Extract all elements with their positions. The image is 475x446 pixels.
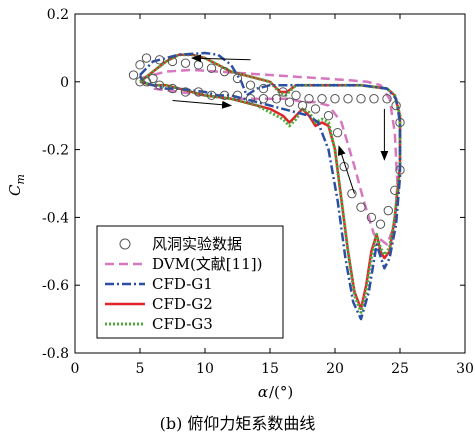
y-tick-label: -0.6 <box>42 278 69 294</box>
data-point-experiment <box>258 94 269 104</box>
data-point-experiment <box>330 94 340 104</box>
data-point-experiment <box>258 83 269 94</box>
data-point-experiment <box>154 55 165 65</box>
data-point-experiment <box>317 94 327 104</box>
series-line-dvm-11 <box>139 68 399 246</box>
data-point-experiment <box>395 117 405 128</box>
y-tick-label: 0 <box>60 75 69 91</box>
x-tick-label: 25 <box>391 361 409 377</box>
data-point-experiment <box>135 60 145 70</box>
legend-entry-experiment: 风洞实验数据 <box>119 235 242 253</box>
data-point-experiment <box>180 58 191 68</box>
x-tick-label: 5 <box>136 361 145 377</box>
x-tick-label: 15 <box>261 361 279 377</box>
data-point-experiment <box>193 87 204 97</box>
legend-label-cfd-g1: CFD-G1 <box>152 275 213 293</box>
data-point-experiment <box>180 87 191 97</box>
y-tick-label: -0.2 <box>42 143 69 159</box>
data-point-experiment <box>391 100 401 111</box>
data-point-experiment <box>245 80 256 90</box>
x-axis-unit: /(°) <box>269 383 293 401</box>
data-point-experiment <box>383 205 393 216</box>
data-point-experiment <box>141 53 152 63</box>
legend-marker-experiment <box>119 238 131 250</box>
series-line-cfd-g3 <box>139 53 402 314</box>
data-point-experiment <box>193 60 204 70</box>
data-point-experiment <box>323 111 334 121</box>
legend-box <box>96 225 284 339</box>
data-point-experiment <box>206 90 217 101</box>
data-point-experiment <box>284 97 295 107</box>
y-axis-subscript: m <box>14 174 27 184</box>
data-point-experiment <box>135 77 145 87</box>
x-axis-label: α <box>258 383 268 401</box>
data-point-experiment <box>154 80 165 90</box>
legend: 风洞实验数据 DVM(文献[11]) CFD-G1 CFD-G2 CFD-G3 <box>96 225 284 339</box>
data-point-experiment <box>219 90 230 101</box>
axis-ticks: 0 5 10 15 20 25 30 0.2 0 -0.2 -0.4 -0.6 -0.8 <box>42 7 474 377</box>
legend-label-cfd-g2: CFD-G2 <box>152 295 213 313</box>
plot-area <box>128 51 405 321</box>
data-point-experiment <box>297 100 308 111</box>
data-point-experiment <box>271 94 282 104</box>
data-point-experiment <box>232 73 243 84</box>
x-tick-label: 10 <box>196 361 214 377</box>
legend-label-cfd-g3: CFD-G3 <box>152 315 213 333</box>
data-point-experiment <box>366 212 377 223</box>
y-tick-label: -0.4 <box>42 210 69 226</box>
direction-arrows <box>172 54 389 194</box>
y-axis-label: Cm <box>6 174 27 196</box>
direction-arrow <box>337 145 355 194</box>
svg-text:Cm: Cm <box>6 174 27 196</box>
legend-label-dvm: DVM(文献[11]) <box>152 255 262 273</box>
data-point-experiment <box>375 219 386 229</box>
y-tick-label: -0.8 <box>42 346 69 362</box>
data-point-experiment <box>232 90 243 101</box>
legend-label-experiment: 风洞实验数据 <box>152 235 242 253</box>
data-point-experiment <box>167 83 178 94</box>
data-point-experiment <box>356 202 366 212</box>
data-point-experiment <box>347 188 357 199</box>
y-axis-symbol: C <box>6 184 24 196</box>
legend-entry-dvm: DVM(文献[11]) <box>105 255 262 273</box>
data-point-experiment <box>206 63 217 73</box>
data-point-experiment <box>343 94 353 104</box>
legend-entry-cfd-g2: CFD-G2 <box>105 295 213 313</box>
data-point-experiment <box>390 185 400 195</box>
data-point-experiment <box>310 104 321 114</box>
data-point-experiment <box>128 70 139 80</box>
data-point-experiment <box>382 94 392 104</box>
data-point-experiment <box>291 90 301 101</box>
data-point-experiment <box>304 94 314 104</box>
data-point-experiment <box>148 73 158 84</box>
data-point-experiment <box>278 87 288 97</box>
data-point-experiment <box>219 66 230 77</box>
figure-caption: (b) 俯仰力矩系数曲线 <box>159 414 316 433</box>
direction-arrow <box>172 99 232 109</box>
data-point-experiment <box>395 165 405 175</box>
x-tick-label: 0 <box>71 361 80 377</box>
legend-entry-cfd-g1: CFD-G1 <box>105 275 213 293</box>
data-point-experiment <box>332 127 343 138</box>
x-tick-label: 30 <box>456 361 474 377</box>
data-point-experiment <box>356 94 366 104</box>
x-tick-label: 20 <box>326 361 344 377</box>
data-point-experiment <box>245 94 256 104</box>
y-tick-label: 0.2 <box>47 7 69 23</box>
data-point-experiment <box>167 56 178 67</box>
data-point-experiment <box>369 94 379 104</box>
legend-entry-cfd-g3: CFD-G3 <box>105 315 213 333</box>
direction-arrow <box>191 54 251 63</box>
